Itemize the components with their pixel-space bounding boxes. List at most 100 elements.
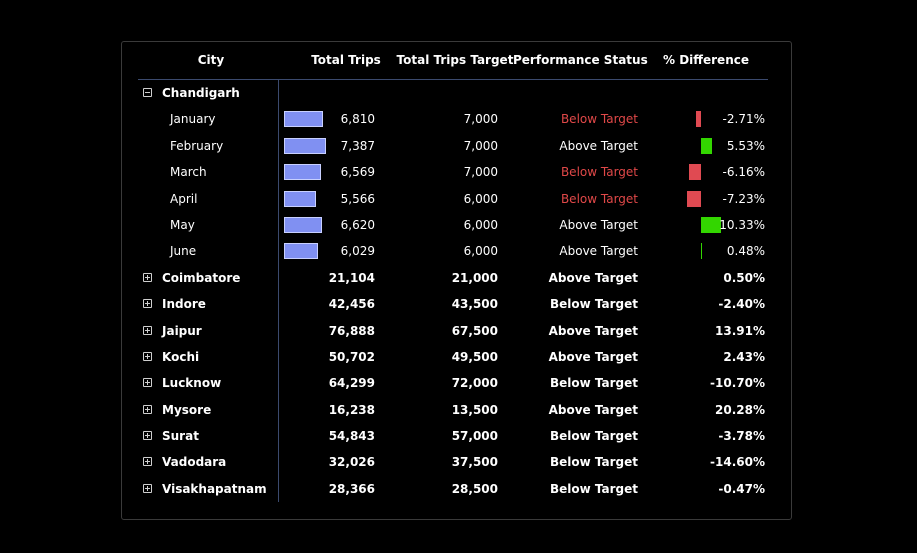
performance-status-value: Above Target bbox=[548, 270, 638, 285]
month-name: January bbox=[170, 112, 216, 127]
pct-difference-value: 20.28% bbox=[715, 402, 765, 417]
total-trips-target-value: 7,000 bbox=[463, 165, 498, 180]
total-trips-target-value: 37,500 bbox=[451, 455, 498, 470]
total-trips-target-value: 6,000 bbox=[463, 244, 498, 259]
trips-databar bbox=[284, 137, 326, 154]
matrix-visual: City Total Trips Total Trips Target Perf… bbox=[121, 41, 792, 520]
header-city[interactable]: City bbox=[197, 53, 225, 67]
month-name: April bbox=[170, 191, 198, 206]
table-header: City Total Trips Total Trips Target Perf… bbox=[138, 42, 768, 80]
total-trips-value: 42,456 bbox=[328, 297, 375, 312]
expand-plus-icon[interactable] bbox=[143, 272, 152, 282]
pct-difference-databar bbox=[696, 111, 701, 128]
trips-databar bbox=[284, 111, 323, 128]
header-total-trips-target[interactable]: Total Trips Target bbox=[396, 53, 514, 67]
expand-plus-icon[interactable] bbox=[143, 299, 152, 309]
pct-difference-value: -14.60% bbox=[710, 455, 765, 470]
performance-status-value: Below Target bbox=[549, 481, 638, 496]
performance-status-value: Below Target bbox=[549, 429, 638, 444]
total-trips-target-value: 57,000 bbox=[451, 429, 498, 444]
pct-difference-value: -3.78% bbox=[718, 429, 765, 444]
expand-plus-icon[interactable] bbox=[143, 325, 152, 335]
month-name: June bbox=[170, 244, 197, 259]
city-name: Vadodara bbox=[162, 455, 227, 470]
pct-difference-value: -6.16% bbox=[722, 165, 765, 180]
trips-databar bbox=[284, 164, 321, 181]
total-trips-value: 54,843 bbox=[328, 429, 375, 444]
expand-plus-icon[interactable] bbox=[143, 351, 152, 361]
pct-difference-databar bbox=[701, 137, 712, 154]
performance-status-value: Below Target bbox=[549, 297, 638, 312]
total-trips-value: 76,888 bbox=[328, 323, 375, 338]
total-trips-target-value: 6,000 bbox=[463, 217, 498, 232]
total-trips-value: 32,026 bbox=[328, 455, 375, 470]
expand-plus-icon[interactable] bbox=[143, 457, 152, 467]
total-trips-value: 50,702 bbox=[328, 349, 375, 364]
month-row[interactable]: May 6,620 6,000 Above Target 10.33% bbox=[122, 212, 791, 238]
city-row[interactable]: Lucknow 64,299 72,000 Below Target -10.70% bbox=[122, 370, 791, 396]
performance-status-value: Above Target bbox=[559, 217, 638, 232]
table-body: Chandigarh January 6,810 7,000 Below Target -… bbox=[122, 80, 791, 502]
city-row[interactable]: Kochi 50,702 49,500 Above Target 2.43% bbox=[122, 344, 791, 370]
month-row[interactable]: April 5,566 6,000 Below Target -7.23% bbox=[122, 186, 791, 212]
pct-difference-value: 0.50% bbox=[723, 270, 765, 285]
header-total-trips[interactable]: Total Trips bbox=[311, 53, 381, 67]
total-trips-target-value: 6,000 bbox=[463, 191, 498, 206]
total-trips-value: 21,104 bbox=[328, 270, 375, 285]
expanded-city-row[interactable]: Chandigarh bbox=[122, 80, 791, 106]
pct-difference-value: -2.71% bbox=[722, 112, 765, 127]
city-row[interactable]: Visakhapatnam 28,366 28,500 Below Target -0.… bbox=[122, 476, 791, 502]
collapse-minus-icon[interactable] bbox=[143, 88, 152, 97]
pct-difference-databar bbox=[701, 243, 702, 260]
expand-plus-icon[interactable] bbox=[143, 404, 152, 414]
city-row[interactable]: Surat 54,843 57,000 Below Target -3.78% bbox=[122, 423, 791, 449]
month-row[interactable]: February 7,387 7,000 Above Target 5.53% bbox=[122, 133, 791, 159]
total-trips-target-value: 7,000 bbox=[463, 138, 498, 153]
performance-status-value: Above Target bbox=[548, 349, 638, 364]
month-row[interactable]: January 6,810 7,000 Below Target -2.71% bbox=[122, 106, 791, 132]
header-performance-status[interactable]: Performance Status bbox=[513, 53, 648, 67]
pct-difference-value: -7.23% bbox=[722, 191, 765, 206]
month-name: March bbox=[170, 165, 207, 180]
city-name: Mysore bbox=[162, 402, 212, 417]
total-trips-value: 64,299 bbox=[328, 376, 375, 391]
pct-difference-value: -0.47% bbox=[718, 481, 765, 496]
total-trips-value: 6,029 bbox=[340, 244, 375, 259]
city-name: Indore bbox=[162, 297, 206, 312]
performance-status-value: Above Target bbox=[559, 244, 638, 259]
city-row[interactable]: Coimbatore 21,104 21,000 Above Target 0.50% bbox=[122, 265, 791, 291]
row-header-divider bbox=[278, 80, 279, 502]
expand-plus-icon[interactable] bbox=[143, 378, 152, 388]
total-trips-value: 5,566 bbox=[340, 191, 375, 206]
performance-status-value: Below Target bbox=[560, 191, 638, 206]
total-trips-target-value: 13,500 bbox=[451, 402, 498, 417]
header-pct-difference[interactable]: % Difference bbox=[663, 53, 749, 67]
expand-plus-icon[interactable] bbox=[143, 431, 152, 441]
total-trips-value: 28,366 bbox=[328, 481, 375, 496]
total-trips-value: 16,238 bbox=[328, 402, 375, 417]
total-trips-value: 6,569 bbox=[340, 165, 375, 180]
month-row[interactable]: March 6,569 7,000 Below Target -6.16% bbox=[122, 159, 791, 185]
performance-status-value: Below Target bbox=[560, 165, 638, 180]
city-row[interactable]: Jaipur 76,888 67,500 Above Target 13.91% bbox=[122, 318, 791, 344]
pct-difference-value: 10.33% bbox=[719, 217, 765, 232]
city-row[interactable]: Indore 42,456 43,500 Below Target -2.40% bbox=[122, 291, 791, 317]
total-trips-target-value: 49,500 bbox=[451, 349, 498, 364]
total-trips-target-value: 7,000 bbox=[463, 112, 498, 127]
pct-difference-databar bbox=[701, 216, 721, 233]
month-row[interactable]: June 6,029 6,000 Above Target 0.48% bbox=[122, 238, 791, 264]
performance-status-value: Below Target bbox=[549, 376, 638, 391]
pct-difference-value: -10.70% bbox=[710, 376, 765, 391]
month-name: May bbox=[170, 217, 195, 232]
pct-difference-value: 0.48% bbox=[726, 244, 765, 259]
pct-difference-databar bbox=[687, 190, 701, 207]
city-row[interactable]: Mysore 16,238 13,500 Above Target 20.28% bbox=[122, 397, 791, 423]
pct-difference-value: 2.43% bbox=[723, 349, 765, 364]
month-name: February bbox=[170, 138, 224, 153]
city-row[interactable]: Vadodara 32,026 37,500 Below Target -14.60% bbox=[122, 449, 791, 475]
total-trips-target-value: 28,500 bbox=[451, 481, 498, 496]
total-trips-value: 6,620 bbox=[340, 217, 375, 232]
expand-plus-icon[interactable] bbox=[143, 483, 152, 493]
pct-difference-value: -2.40% bbox=[718, 297, 765, 312]
total-trips-target-value: 72,000 bbox=[451, 376, 498, 391]
